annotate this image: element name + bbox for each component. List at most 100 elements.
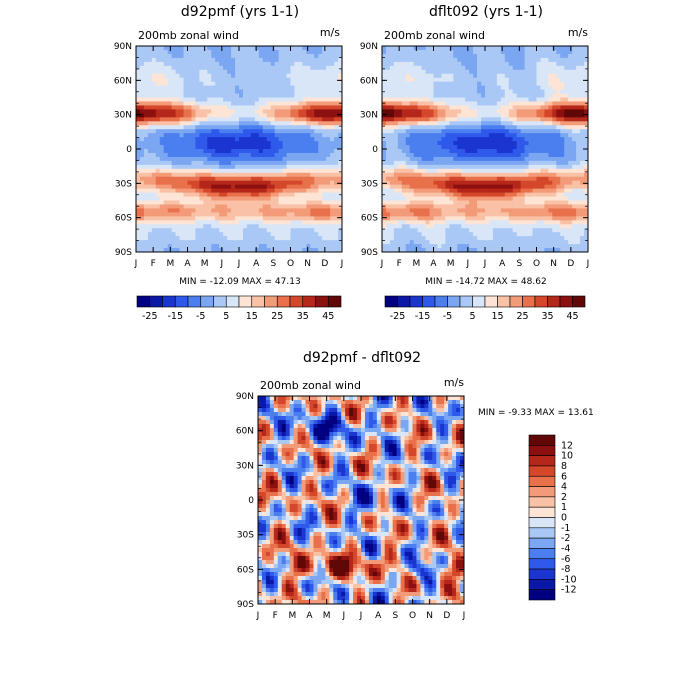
- field-cell: [239, 220, 244, 225]
- field-cell: [235, 109, 240, 114]
- field-cell: [294, 176, 299, 182]
- field-cell: [385, 164, 391, 170]
- field-cell: [524, 244, 530, 249]
- field-cell: [338, 81, 343, 87]
- field-cell: [473, 93, 478, 98]
- field-cell: [481, 101, 486, 106]
- field-cell: [235, 248, 240, 253]
- field-cell: [405, 232, 411, 237]
- field-cell: [290, 133, 295, 138]
- field-cell: [473, 212, 478, 217]
- field-cell: [302, 61, 307, 67]
- field-cell: [278, 101, 284, 106]
- field-cell: [187, 180, 192, 186]
- field-cell: [231, 65, 236, 71]
- field-cell: [278, 121, 284, 126]
- field-cell: [235, 117, 240, 122]
- field-cell: [338, 212, 343, 217]
- field-cell: [167, 113, 173, 118]
- field-cell: [195, 101, 200, 106]
- field-cell: [465, 236, 470, 241]
- field-cell: [294, 141, 299, 146]
- field-cell: [179, 244, 185, 249]
- field-cell: [191, 89, 196, 95]
- field-cell: [215, 168, 220, 174]
- field-cell: [290, 77, 295, 83]
- field-cell: [445, 145, 450, 150]
- field-cell: [143, 93, 149, 98]
- field-cell: [219, 53, 224, 59]
- field-cell: [227, 85, 232, 91]
- field-cell: [298, 180, 303, 186]
- field-cell: [310, 65, 315, 71]
- field-cell: [457, 46, 462, 51]
- field-cell: [151, 180, 157, 186]
- field-cell: [389, 125, 395, 130]
- field-cell: [282, 160, 288, 166]
- field-cell: [171, 73, 177, 79]
- field-cell: [286, 220, 291, 225]
- field-cell: [516, 117, 522, 122]
- field-cell: [485, 109, 490, 114]
- field-cell: [147, 81, 153, 87]
- field-cell: [338, 73, 343, 79]
- field-cell: [524, 208, 530, 213]
- field-cell: [405, 184, 411, 190]
- field-cell: [485, 164, 490, 170]
- field-cell: [195, 240, 200, 245]
- field-cell: [421, 77, 427, 83]
- field-cell: [151, 101, 157, 106]
- field-cell: [223, 168, 228, 174]
- field-cell: [504, 212, 510, 217]
- field-cell: [330, 240, 335, 245]
- field-cell: [227, 105, 232, 110]
- field-cell: [449, 133, 454, 138]
- field-cell: [258, 212, 264, 217]
- field-cell: [338, 93, 343, 98]
- field-cell: [167, 129, 173, 134]
- field-cell: [254, 152, 260, 158]
- field-cell: [425, 196, 431, 201]
- field-cell: [199, 57, 204, 63]
- field-cell: [524, 164, 530, 170]
- field-cell: [294, 93, 299, 98]
- field-cell: [496, 204, 502, 209]
- field-cell: [481, 49, 486, 55]
- field-cell: [520, 156, 526, 162]
- field-cell: [485, 125, 490, 130]
- field-cell: [326, 109, 331, 114]
- field-cell: [524, 73, 530, 79]
- field-cell: [318, 137, 323, 142]
- field-cell: [302, 57, 307, 63]
- field-cell: [199, 248, 204, 253]
- field-cell: [326, 89, 331, 95]
- field-cell: [242, 65, 248, 71]
- field-cell: [516, 164, 522, 170]
- field-cell: [417, 105, 423, 110]
- field-cell: [294, 53, 299, 59]
- field-cell: [397, 204, 403, 209]
- field-cell: [492, 69, 498, 75]
- field-cell: [282, 69, 288, 75]
- field-cell: [139, 196, 145, 201]
- field-cell: [199, 224, 204, 229]
- field-cell: [453, 133, 458, 138]
- field-cell: [270, 240, 276, 245]
- field-cell: [477, 176, 482, 182]
- field-cell: [306, 188, 311, 194]
- field-cell: [258, 77, 264, 83]
- field-cell: [282, 236, 288, 241]
- field-cell: [242, 248, 248, 253]
- field-cell: [421, 97, 427, 102]
- field-cell: [147, 97, 153, 102]
- field-cell: [278, 109, 284, 114]
- field-cell: [421, 224, 427, 229]
- field-cell: [326, 164, 331, 170]
- field-cell: [338, 188, 343, 194]
- field-cell: [512, 49, 518, 55]
- field-cell: [270, 141, 276, 146]
- field-cell: [282, 212, 288, 217]
- field-cell: [290, 224, 295, 229]
- field-cell: [262, 184, 268, 190]
- field-cell: [433, 176, 438, 182]
